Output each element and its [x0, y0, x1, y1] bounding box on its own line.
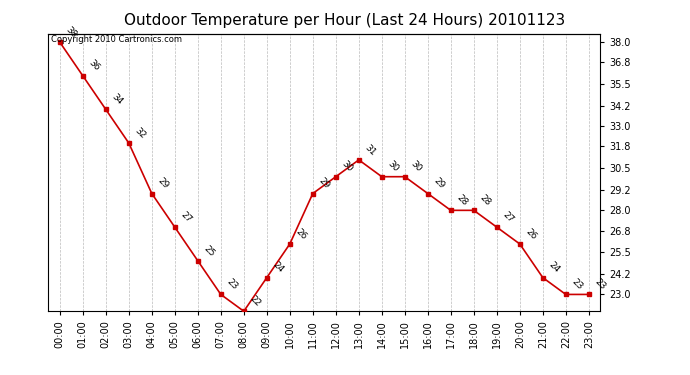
Text: 29: 29 — [156, 176, 170, 191]
Text: 28: 28 — [455, 193, 469, 208]
Text: 24: 24 — [271, 261, 285, 275]
Text: 24: 24 — [547, 261, 561, 275]
Text: 29: 29 — [317, 176, 331, 191]
Text: 27: 27 — [179, 210, 193, 224]
Text: 27: 27 — [501, 210, 515, 224]
Text: 29: 29 — [432, 176, 446, 191]
Text: 34: 34 — [110, 92, 124, 106]
Text: 30: 30 — [340, 159, 355, 174]
Text: Outdoor Temperature per Hour (Last 24 Hours) 20101123: Outdoor Temperature per Hour (Last 24 Ho… — [124, 13, 566, 28]
Text: 36: 36 — [87, 58, 101, 73]
Text: 32: 32 — [133, 126, 148, 140]
Text: 31: 31 — [363, 142, 377, 157]
Text: 23: 23 — [225, 277, 239, 292]
Text: 25: 25 — [202, 244, 217, 258]
Text: 38: 38 — [64, 25, 79, 39]
Text: 28: 28 — [478, 193, 493, 208]
Text: 22: 22 — [248, 294, 262, 309]
Text: 23: 23 — [593, 277, 607, 292]
Text: 23: 23 — [570, 277, 584, 292]
Text: Copyright 2010 Cartronics.com: Copyright 2010 Cartronics.com — [51, 35, 182, 44]
Text: 26: 26 — [524, 227, 538, 241]
Text: 26: 26 — [294, 227, 308, 241]
Text: 30: 30 — [386, 159, 400, 174]
Text: 30: 30 — [409, 159, 424, 174]
